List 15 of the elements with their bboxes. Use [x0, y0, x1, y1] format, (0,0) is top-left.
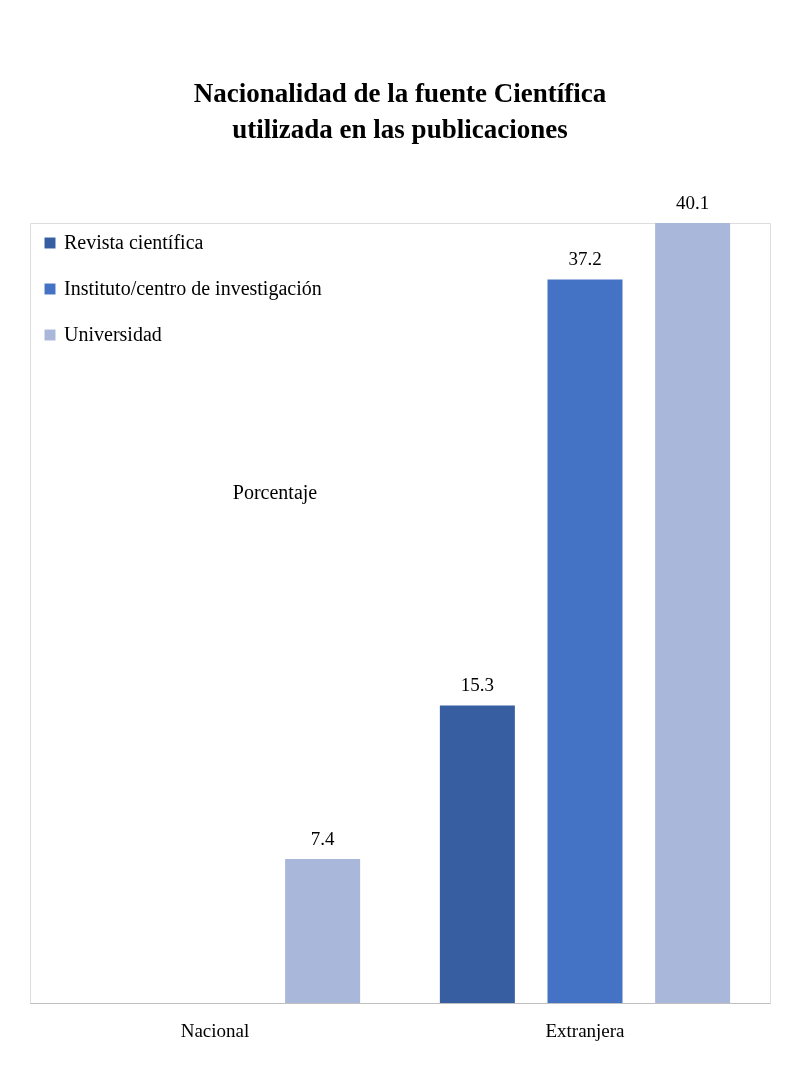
- data-label: 15.3: [460, 674, 494, 696]
- bar: [547, 279, 623, 1003]
- bar: [439, 705, 515, 1003]
- chart-title: Nacionalidad de la fuente Científica utilizada en las publicaciones: [193, 78, 607, 144]
- legend-label: Instituto/centro de investigación: [64, 277, 322, 300]
- legend-label: Universidad: [64, 323, 162, 345]
- legend-label: Revista científica: [64, 231, 204, 253]
- x-tick-label: Nacional: [180, 1019, 250, 1041]
- data-label: 37.2: [568, 248, 602, 270]
- x-tick-label: Extranjera: [545, 1019, 626, 1041]
- y-axis-title: Porcentaje: [232, 481, 318, 504]
- data-label: 40.1: [676, 192, 710, 213]
- data-label: 7.4: [310, 828, 336, 850]
- bar: [655, 223, 731, 1003]
- bar: [285, 859, 361, 1003]
